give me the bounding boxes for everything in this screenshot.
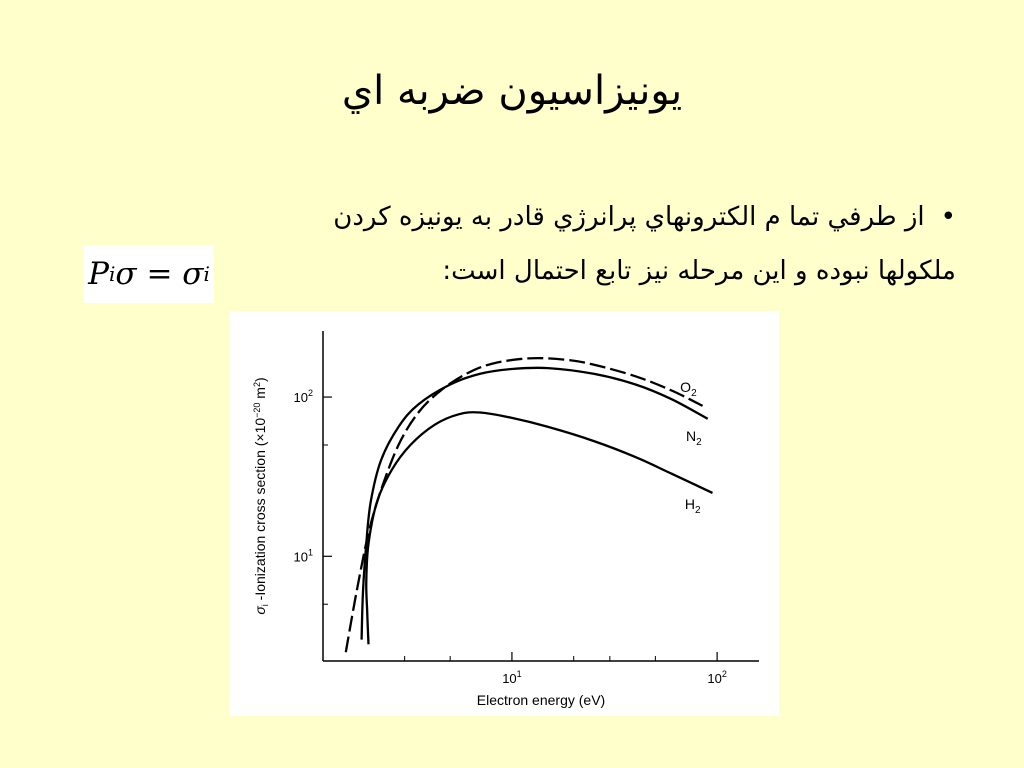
x-axis-label: Electron energy (eV) [477,692,605,708]
y-tick-label: 101 [294,547,313,564]
y-label-sigma: σ [252,606,268,615]
series-labels: O2 N2 H2 [680,379,702,516]
y-label-unit-exp: 2 [252,382,262,387]
formula-sigma-i-sub: i [203,262,210,286]
series-line-h2 [365,411,713,645]
y-label-exp: −20 [252,403,262,418]
y-label-rest: -Ionization cross section (×10 [252,418,268,605]
chart-svg: 101 102 101 102 O2 N2 H2 Electron energy (eV)… [252,331,759,708]
y-axis-label: σi -Ionization cross section (×10−20 m2) [252,377,270,614]
formula-equals: = [146,256,173,292]
y-label-unit: m [252,387,268,403]
ticks: 101 102 101 102 [294,388,727,686]
series-label-o2: O2 [680,379,697,399]
ionization-cross-section-chart: 101 102 101 102 O2 N2 H2 Electron energy (eV)… [229,311,779,716]
bullet-line-1: • از طرفي تما م الكترونهاي پرانرژي قادر ب… [76,190,956,244]
y-label-sub: i [260,604,270,606]
axes [322,331,759,662]
series-line-n2 [360,366,709,640]
x-tick-label: 102 [707,669,726,686]
y-tick-label: 102 [294,388,313,405]
slide-title: يونيزاسيون ضربه اي [341,68,683,114]
series-label-h2: H2 [685,496,701,516]
series-lines [344,356,713,653]
bullet-text-line-1: از طرفي تما م الكترونهاي پرانرژي قادر به… [333,202,925,232]
series-line-o2 [344,356,704,653]
bullet-dot: • [940,202,956,232]
formula-p-sub: i [109,262,116,286]
formula-sigma-i: σ [182,256,204,292]
formula-p: P [88,256,109,292]
series-label-n2: N2 [686,428,702,448]
x-tick-label: 101 [502,669,521,686]
formula-sigma: σ [115,256,137,292]
bullet-line-2: ملكولها نبوده و اين مرحله نيز تابع احتما… [442,256,956,286]
bullet-text: • از طرفي تما م الكترونهاي پرانرژي قادر ب… [76,190,956,298]
y-label-close: ) [252,377,268,382]
